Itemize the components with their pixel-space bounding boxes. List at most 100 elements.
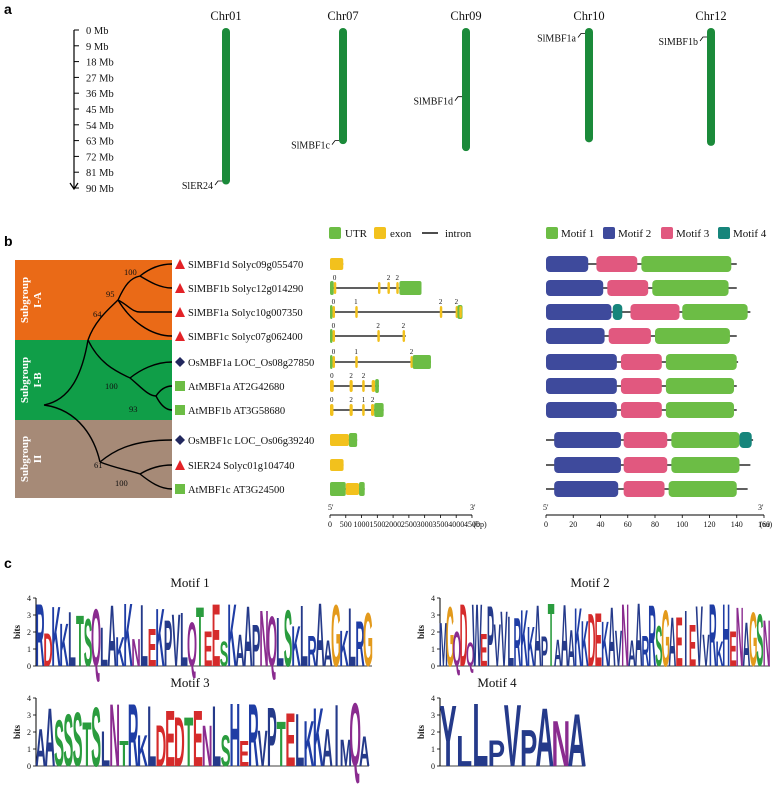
motif-4-block xyxy=(612,304,623,320)
scale-tick-label: 72 Mb xyxy=(86,152,114,163)
intron-phase-label: 2 xyxy=(362,372,366,380)
logo-letter: A xyxy=(35,720,46,779)
protein-length-axis: 5' 3' 0 20 40 60 80 100 120 140 160(aa) xyxy=(543,503,773,529)
logo-letter: A xyxy=(628,632,636,674)
intron-phase-label: 0 xyxy=(332,348,336,356)
logo-letter: H xyxy=(229,685,240,785)
gene-locus-marker xyxy=(577,33,585,38)
logo-letter: T xyxy=(119,733,128,773)
triangle-marker-icon xyxy=(175,460,185,470)
motif-3-block xyxy=(623,457,668,473)
protein-axis-start: 5' xyxy=(543,503,549,512)
exon-block xyxy=(355,306,358,318)
gene-structure-track: 0 1 2 xyxy=(330,348,431,369)
intron-phase-label: 0 xyxy=(332,298,336,306)
logo-y-label: bits xyxy=(416,625,426,640)
logo-letter: A xyxy=(323,633,332,674)
logo-letter: Y xyxy=(439,687,456,785)
intron-phase-label: 0 xyxy=(330,396,334,404)
logo-letter: L xyxy=(276,603,284,681)
logo-letter: P xyxy=(164,608,173,682)
logo-letter: V xyxy=(258,720,268,777)
gene-length-axis: 5' 3' 0 500 1000 1500 2000 2500 3000 3500 4000 4500… xyxy=(328,503,487,529)
logo-letter: N xyxy=(763,607,771,681)
logo-letter: K xyxy=(227,585,236,686)
gene-locus-marker xyxy=(699,36,707,42)
logo-letter: R xyxy=(641,626,649,675)
diamond-marker-icon xyxy=(175,357,185,367)
logo-y-tick-label: 1 xyxy=(27,745,31,754)
gene-label: AtMBF1b AT3G58680 xyxy=(188,406,285,417)
gene-structure-track: 0 2 2 xyxy=(330,322,406,343)
intron-phase-label: 1 xyxy=(354,298,358,306)
gene-label: SlMBF1a Solyc10g007350 xyxy=(188,308,303,319)
protein-motif-track xyxy=(546,304,751,320)
gene-axis-tick-label: 4000 xyxy=(448,520,464,529)
logo-letter: G xyxy=(446,589,454,684)
exon-block xyxy=(439,306,443,318)
exon-legend-label: exon xyxy=(390,228,412,240)
logo-y-tick-label: 4 xyxy=(431,594,435,603)
protein-axis-tick-label: 40 xyxy=(597,520,605,529)
bootstrap-value: 61 xyxy=(94,460,103,470)
logo-letter: K xyxy=(339,619,348,677)
scale-arrow-icon xyxy=(69,182,79,191)
gene-locus-label: SlMBF1d xyxy=(414,97,453,108)
exon-block xyxy=(377,282,381,294)
logo-letter: V xyxy=(494,613,501,680)
gene-locus-marker xyxy=(454,96,462,101)
logo-letter: N xyxy=(736,589,744,684)
chromosome-name: Chr01 xyxy=(210,9,241,23)
logo-letter: L xyxy=(101,720,110,777)
logo-letter: Q xyxy=(267,602,277,681)
logo-letter: E xyxy=(729,620,736,677)
protein-motif-track xyxy=(546,402,737,418)
logo-letter: A xyxy=(534,589,542,686)
motif-legend-swatch xyxy=(718,227,730,239)
logo-y-tick-label: 0 xyxy=(431,762,435,771)
bootstrap-values: 100 95 64 100 93 61 100 xyxy=(93,267,138,488)
protein-axis-end: 3' xyxy=(758,503,764,512)
exon-block xyxy=(387,282,390,294)
logo-letter: S xyxy=(63,699,73,782)
utr-legend-label: UTR xyxy=(345,228,368,240)
logo-letter: K xyxy=(303,708,314,781)
logo-letter: V xyxy=(500,595,507,683)
chromosome-name: Chr10 xyxy=(573,9,604,23)
logo-letter: H xyxy=(722,587,730,685)
logo-letter: L xyxy=(507,602,514,682)
logo-letter: K xyxy=(115,628,124,675)
intron-legend-label: intron xyxy=(445,228,472,240)
logo-letter: G xyxy=(331,588,341,686)
logo-title: Motif 1 xyxy=(170,575,209,590)
logo-letter: P xyxy=(267,689,277,784)
triangle-marker-icon xyxy=(175,307,185,317)
logo-letter: K xyxy=(520,595,528,685)
exon-block xyxy=(455,306,459,318)
logo-letter: A xyxy=(535,692,554,785)
motif-2-block xyxy=(546,378,617,394)
gene-structure-track: 0 1 2 2 xyxy=(330,298,463,319)
logo-letter: E xyxy=(595,597,602,682)
chromosome-name: Chr12 xyxy=(695,9,726,23)
exon-block xyxy=(330,258,344,270)
logo-letter: N xyxy=(131,632,140,675)
logo-letter: S xyxy=(54,708,64,781)
exon-block xyxy=(349,404,353,416)
intron-phase-label: 2 xyxy=(349,372,353,380)
logo-title: Motif 2 xyxy=(570,575,609,590)
motif-1-block xyxy=(665,354,737,370)
logo-letter: E xyxy=(204,621,213,677)
utr-block xyxy=(330,355,333,369)
logo-y-label: bits xyxy=(12,625,22,640)
scale-tick-label: 9 Mb xyxy=(86,42,108,53)
protein-axis-tick-label: 20 xyxy=(569,520,577,529)
logo-letter: L xyxy=(180,596,188,682)
logo-letter: Q xyxy=(91,593,101,684)
motif-2-block xyxy=(546,354,617,370)
logo-letter: E xyxy=(165,695,175,784)
logo-letter: E xyxy=(212,586,221,685)
logo-y-tick-label: 0 xyxy=(27,762,31,771)
logo-letter: A xyxy=(44,691,55,784)
